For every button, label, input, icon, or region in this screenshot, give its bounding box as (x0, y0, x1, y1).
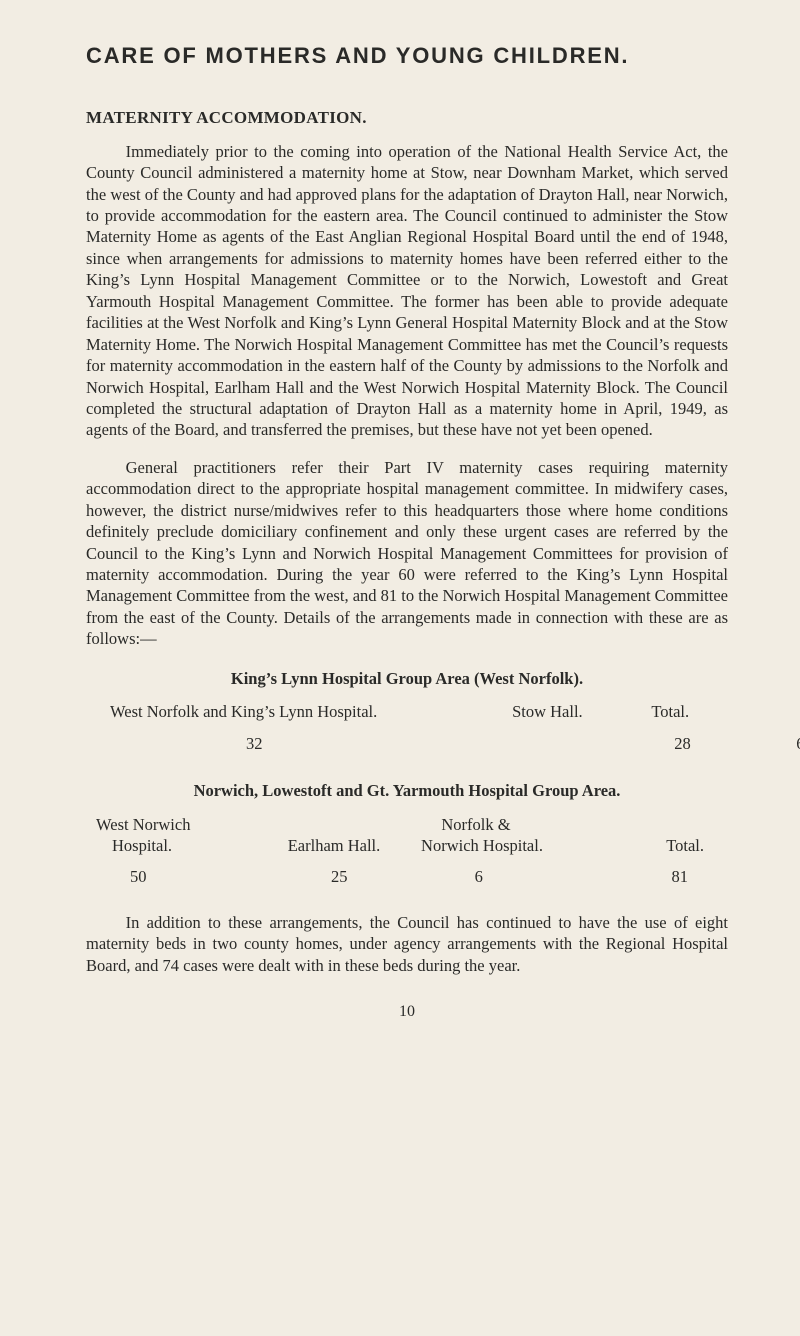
document-page: CARE OF MOTHERS AND YOUNG CHILDREN. MATE… (0, 0, 800, 1336)
table2-header-row-1: West Norwich Norfolk & (86, 814, 728, 835)
table1-value-3: 60 (747, 733, 800, 754)
table2-h2-4: Total. (556, 835, 728, 856)
table2-h2-2: Earlham Hall. (260, 835, 408, 856)
paragraph-2: General practitioners refer their Part I… (86, 457, 728, 650)
table1-header-row: West Norfolk and King’s Lynn Hospital. S… (86, 701, 728, 722)
table1-header-3: Total. (612, 701, 728, 722)
table2-h2-3: Norwich Hospital. (408, 835, 556, 856)
table1-title: King’s Lynn Hospital Group Area (West No… (86, 668, 728, 689)
section-title: MATERNITY ACCOMMODATION. (86, 107, 728, 129)
table2-h1-2 (248, 814, 400, 835)
table2-h1-4 (552, 814, 728, 835)
table1-header-2: Stow Hall. (483, 701, 611, 722)
table2: West Norwich Norfolk & Hospital. Earlham… (86, 814, 728, 888)
table2-h1-3: Norfolk & (400, 814, 552, 835)
table1-value-2: 28 (618, 733, 746, 754)
table2-v-3: 6 (409, 866, 549, 887)
table2-v-4: 81 (549, 866, 729, 887)
main-title: CARE OF MOTHERS AND YOUNG CHILDREN. (86, 42, 728, 71)
paragraph-1: Immediately prior to the coming into ope… (86, 141, 728, 441)
paragraph-3: In addition to these arrangements, the C… (86, 912, 728, 976)
table2-value-row: 50 25 6 81 (86, 866, 728, 887)
page-number: 10 (86, 1002, 728, 1023)
table2-h1-1: West Norwich (86, 814, 248, 835)
table1-header-1: West Norfolk and King’s Lynn Hospital. (86, 701, 482, 722)
table1: West Norfolk and King’s Lynn Hospital. S… (86, 701, 728, 754)
table2-v-1: 50 (86, 866, 270, 887)
table2-header-row-2: Hospital. Earlham Hall. Norwich Hospital… (86, 835, 728, 856)
table2-v-2: 25 (270, 866, 410, 887)
table2-h2-1: Hospital. (86, 835, 260, 856)
table2-title: Norwich, Lowestoft and Gt. Yarmouth Hosp… (86, 780, 728, 801)
table1-value-row: 32 28 60 (86, 733, 728, 754)
table1-value-1: 32 (86, 733, 618, 754)
